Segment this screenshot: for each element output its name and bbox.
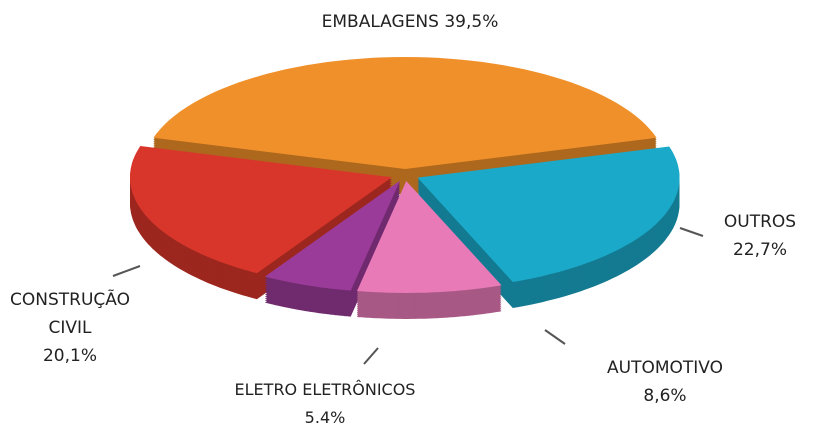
category-label: AUTOMOTIVO [607, 358, 723, 378]
slice [417, 146, 680, 308]
category-label: OUTROS [723, 212, 797, 232]
label: EMBALAGENS 39,5% [250, 8, 570, 36]
slice [130, 146, 392, 300]
slice-top [417, 146, 680, 282]
value-label: 22,7% [732, 240, 787, 260]
label: OUTROS 22,7% [690, 208, 821, 264]
category-label: ELETRO ELETRÔNICOS [234, 380, 416, 399]
slice [264, 180, 400, 317]
leader-line [363, 347, 379, 365]
slice-top [357, 180, 502, 293]
label: AUTOMOTIVO 8,6% [570, 354, 760, 410]
category-label: CONSTRUÇÃO CIVIL [10, 290, 130, 338]
category-label: EMBALAGENS [321, 12, 439, 32]
slices [130, 57, 680, 319]
slice [153, 57, 657, 196]
leader-line [112, 265, 141, 277]
value-label: 8,6% [643, 386, 687, 406]
slice-top [153, 57, 657, 170]
label: ELETRO ELETRÔNICOS 5.4% [195, 376, 455, 430]
value-label: 39,5% [444, 12, 499, 32]
slice-top [264, 180, 400, 291]
leader-line [679, 227, 704, 237]
label: CONSTRUÇÃO CIVIL 20,1% [0, 286, 140, 370]
leader-line [544, 329, 566, 345]
value-label: 5.4% [304, 408, 346, 427]
slice [357, 180, 502, 319]
slice-top [130, 146, 392, 274]
value-label: 20,1% [42, 346, 97, 366]
